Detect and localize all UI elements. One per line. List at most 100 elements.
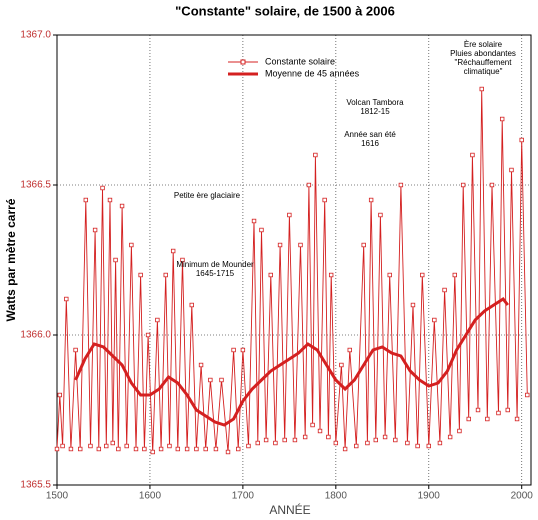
- x-tick-label: 2000: [511, 491, 534, 502]
- data-point: [64, 296, 69, 302]
- data-point: [342, 446, 348, 452]
- data-point: [119, 203, 125, 209]
- data-point: [175, 446, 181, 452]
- data-point: [60, 443, 65, 449]
- data-point: [485, 416, 490, 422]
- data-point: [457, 428, 462, 434]
- data-point: [361, 242, 366, 248]
- data-point: [259, 227, 264, 233]
- data-point: [124, 443, 129, 449]
- data-point: [339, 362, 344, 368]
- data-point: [326, 434, 331, 440]
- x-tick-label: 1500: [46, 491, 69, 502]
- data-point: [282, 437, 287, 443]
- series-line: [74, 296, 509, 427]
- legend-marker: [240, 59, 246, 65]
- data-point: [78, 446, 83, 452]
- annotation: Ère solaire: [464, 40, 503, 49]
- data-point: [236, 446, 241, 452]
- x-tick-label: 1900: [418, 491, 441, 502]
- data-point: [432, 317, 437, 323]
- data-point: [313, 152, 318, 158]
- data-point: [489, 182, 495, 188]
- data-point: [155, 317, 160, 323]
- data-point: [310, 422, 315, 428]
- data-point: [460, 182, 466, 188]
- annotation: 1812-15: [360, 107, 390, 116]
- data-point: [255, 440, 260, 446]
- data-point: [57, 392, 62, 398]
- annotation: 1645-1715: [196, 269, 235, 278]
- data-point: [104, 443, 109, 449]
- data-point: [347, 347, 352, 353]
- data-point: [68, 446, 74, 452]
- data-point: [292, 437, 298, 443]
- data-point: [496, 410, 501, 416]
- data-point: [107, 197, 113, 203]
- legend-label: Moyenne de 45 années: [265, 68, 360, 78]
- data-point: [116, 446, 121, 452]
- data-point: [373, 437, 378, 443]
- data-point: [398, 182, 404, 188]
- data-point: [317, 428, 323, 434]
- data-point: [499, 116, 505, 122]
- data-point: [437, 440, 443, 446]
- data-point: [208, 377, 213, 383]
- y-tick-label: 1366.5: [20, 180, 51, 191]
- data-point: [287, 212, 292, 218]
- data-point: [138, 272, 143, 278]
- data-point: [145, 332, 151, 338]
- data-point: [525, 392, 530, 398]
- data-point: [277, 242, 283, 248]
- data-point: [505, 407, 510, 413]
- chart-title: "Constante" solaire, de 1500 à 2006: [175, 3, 395, 18]
- data-point: [466, 416, 471, 422]
- data-point: [96, 446, 102, 452]
- annotation: "Réchauffement: [455, 58, 513, 67]
- data-point: [387, 272, 392, 278]
- data-point: [298, 242, 303, 248]
- data-point: [231, 347, 236, 353]
- annotation: climatique": [464, 67, 503, 76]
- data-point: [479, 86, 484, 92]
- data-point: [475, 407, 481, 413]
- data-point: [203, 446, 208, 452]
- data-point: [378, 212, 383, 218]
- data-point: [246, 443, 251, 449]
- x-tick-label: 1600: [139, 491, 162, 502]
- data-point: [447, 434, 453, 440]
- data-point: [189, 302, 194, 308]
- data-point: [83, 197, 89, 203]
- data-point: [333, 440, 339, 446]
- data-point: [54, 446, 60, 452]
- data-point: [452, 272, 457, 278]
- data-point: [393, 437, 398, 443]
- data-point: [273, 440, 278, 446]
- plot-frame: [56, 34, 532, 486]
- y-tick-label: 1365.5: [20, 480, 51, 491]
- data-point: [198, 362, 204, 368]
- data-point: [113, 257, 118, 263]
- data-point: [194, 446, 199, 452]
- legend-label: Constante solaire: [265, 56, 335, 66]
- annotation: 1616: [361, 139, 379, 148]
- data-point: [142, 446, 147, 452]
- y-axis-label: Watts par mètre carré: [4, 198, 18, 321]
- data-point: [382, 434, 388, 440]
- data-point: [88, 443, 93, 449]
- x-axis-label: ANNÉE: [269, 502, 310, 517]
- data-point: [225, 449, 231, 455]
- annotation: Année san été: [344, 130, 396, 139]
- data-point: [268, 272, 273, 278]
- data-point: [514, 416, 520, 422]
- annotation: Pluies abondantes: [450, 49, 516, 58]
- data-point: [150, 449, 155, 455]
- data-point: [322, 197, 327, 203]
- data-point: [442, 287, 447, 293]
- data-point: [180, 257, 185, 263]
- x-tick-label: 1700: [232, 491, 255, 502]
- data-point: [129, 242, 134, 248]
- data-point: [100, 185, 105, 191]
- data-point: [306, 182, 312, 188]
